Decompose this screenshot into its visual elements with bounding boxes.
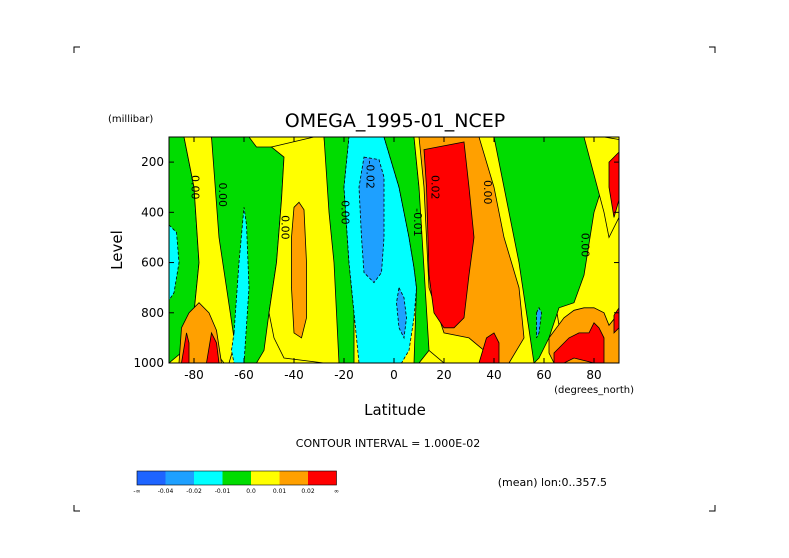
y-tick-label: 800 bbox=[141, 306, 164, 320]
contour-label: -0.02 bbox=[364, 160, 377, 188]
contour-region-red bbox=[608, 151, 619, 218]
contour-region-red bbox=[423, 141, 475, 329]
plot-area: 0.00 0.00 0.00 0.00 -0.02 -0.01 0.02 0.00 0.00 bbox=[168, 136, 620, 364]
chart-title: OMEGA_1995-01_NCEP bbox=[285, 110, 505, 132]
x-tick-label: -20 bbox=[334, 368, 354, 382]
x-tick-label: -80 bbox=[184, 368, 204, 382]
contour-fill-regions bbox=[169, 137, 619, 363]
contour-label: 0.00 bbox=[216, 183, 229, 208]
colorbar-label: 0.02 bbox=[301, 488, 315, 495]
y-axis-label: Level bbox=[108, 230, 126, 270]
colorbar-swatch bbox=[251, 471, 280, 485]
colorbar-label: -0.01 bbox=[215, 488, 231, 495]
x-unit-label: (degrees_north) bbox=[554, 385, 634, 396]
contour-region-cyan bbox=[231, 207, 250, 363]
contour-label: 0.00 bbox=[481, 180, 494, 205]
contour-region-sky bbox=[396, 286, 407, 340]
x-tick-label: -60 bbox=[234, 368, 254, 382]
x-tick-label: 20 bbox=[436, 368, 451, 382]
x-tick-label: 0 bbox=[390, 368, 398, 382]
mean-longitude-text: (mean) lon:0..357.5 bbox=[498, 476, 607, 489]
colorbar-label: 0.01 bbox=[273, 488, 287, 495]
contour-label: 0.00 bbox=[189, 175, 202, 200]
colorbar-frame bbox=[136, 470, 337, 486]
colorbar-label: 0.0 bbox=[246, 488, 256, 495]
x-axis: -80 -60 -40 -20 0 20 40 60 80 bbox=[184, 137, 602, 382]
contour-label: 0.00 bbox=[339, 200, 352, 225]
corner-marks bbox=[73, 46, 716, 512]
x-axis-label: Latitude bbox=[364, 401, 426, 419]
contour-region-sky bbox=[536, 306, 542, 339]
colorbar-label: -0.02 bbox=[186, 488, 202, 495]
colorbar-legend: -∞ -0.04 -0.02 -0.01 0.0 0.01 0.02 ∞ bbox=[133, 470, 339, 495]
contour-region-red bbox=[206, 331, 220, 363]
y-unit-label: (millibar) bbox=[108, 114, 153, 125]
x-tick-label: 60 bbox=[536, 368, 551, 382]
colorbar-swatch bbox=[308, 471, 337, 485]
colorbar-label: -0.04 bbox=[158, 488, 174, 495]
colorbar-swatch bbox=[194, 471, 223, 485]
contour-labels: 0.00 0.00 0.00 0.00 -0.02 -0.01 0.02 0.00 0.00 bbox=[189, 160, 592, 257]
x-tick-label: 80 bbox=[586, 368, 601, 382]
colorbar-swatch bbox=[222, 471, 251, 485]
contour-region-green bbox=[314, 137, 355, 363]
y-tick-label: 400 bbox=[141, 205, 164, 219]
y-axis: 200 400 600 800 1000 bbox=[133, 155, 619, 370]
y-tick-label: 600 bbox=[141, 256, 164, 270]
contour-label: -0.01 bbox=[411, 208, 424, 236]
colorbar-swatch bbox=[279, 471, 308, 485]
contour-region-sky bbox=[358, 156, 385, 284]
contour-region-orange bbox=[291, 201, 307, 339]
colorbar-swatch bbox=[137, 471, 166, 485]
colorbar-label: -∞ bbox=[133, 488, 140, 495]
contour-label: 0.02 bbox=[429, 175, 442, 200]
contour-region-red bbox=[613, 307, 619, 334]
x-tick-label: 40 bbox=[486, 368, 501, 382]
colorbar-swatch bbox=[165, 471, 194, 485]
y-tick-label: 1000 bbox=[133, 356, 164, 370]
x-tick-label: -40 bbox=[284, 368, 304, 382]
contour-label: 0.00 bbox=[279, 215, 292, 240]
contour-interval-text: CONTOUR INTERVAL = 1.000E-02 bbox=[296, 437, 480, 450]
colorbar-label: ∞ bbox=[334, 488, 339, 495]
contour-region-red bbox=[478, 332, 500, 363]
contour-region-red bbox=[181, 332, 190, 363]
contour-label: 0.00 bbox=[579, 233, 592, 258]
y-tick-label: 200 bbox=[141, 155, 164, 169]
contour-region-red bbox=[553, 322, 605, 363]
